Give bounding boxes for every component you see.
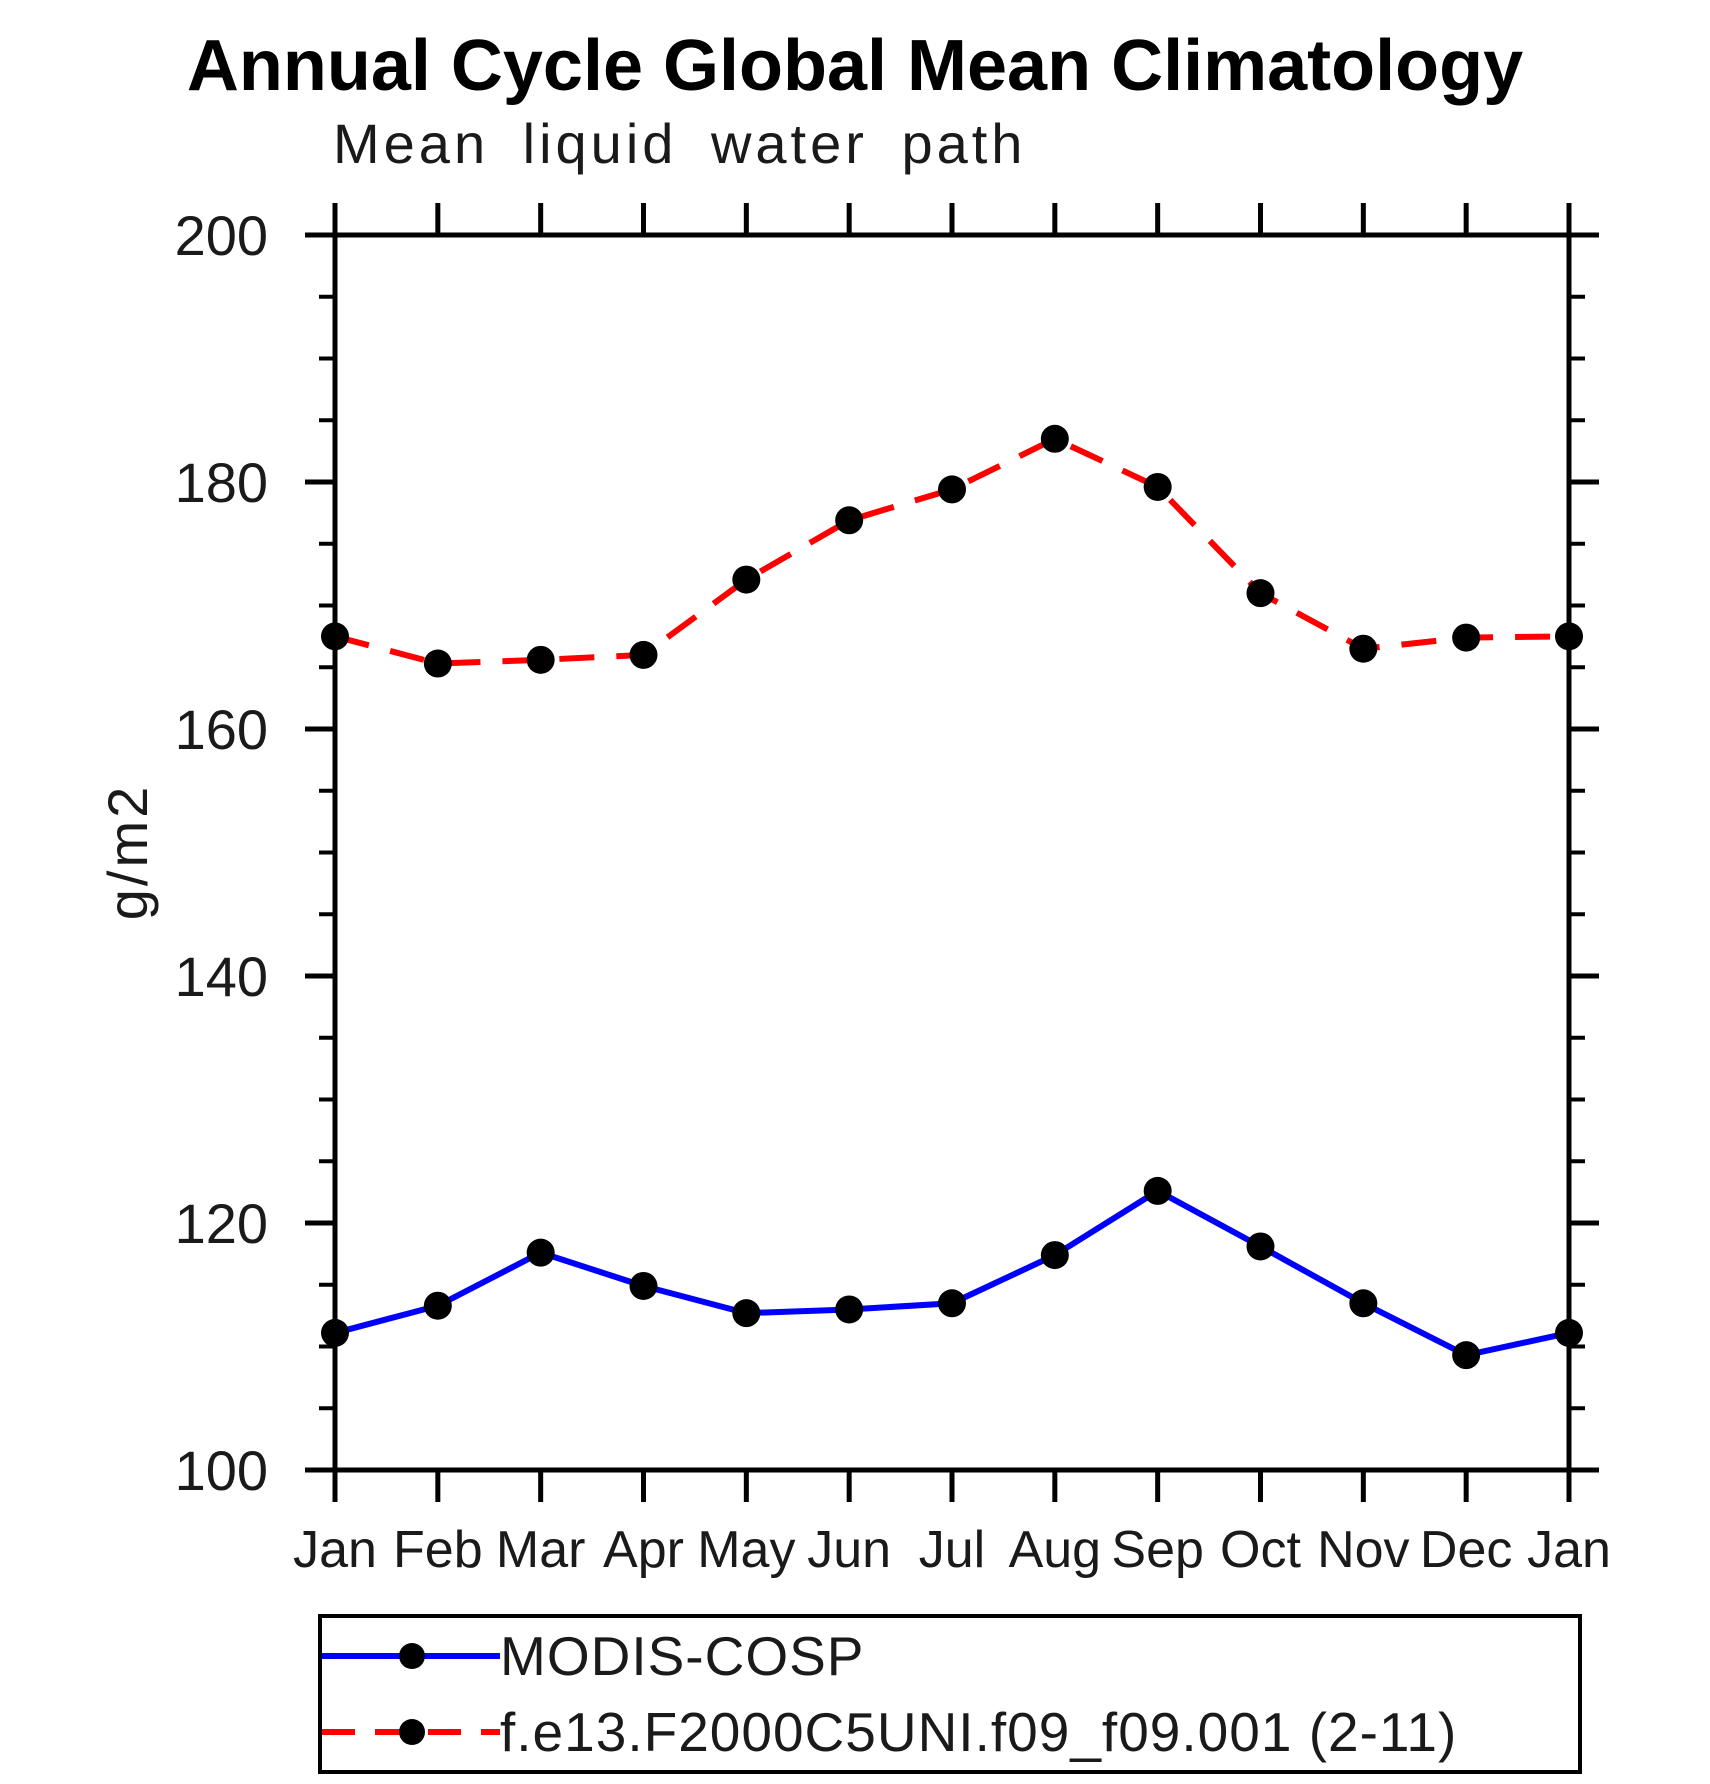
data-point-series-1 — [526, 645, 555, 674]
data-point-series-0 — [732, 1299, 761, 1328]
data-point-series-1 — [1246, 579, 1275, 608]
data-point-series-0 — [423, 1291, 452, 1320]
x-tick-label: Nov — [1317, 1521, 1409, 1579]
data-point-series-1 — [732, 565, 761, 594]
legend-marker — [399, 1719, 425, 1745]
y-tick-label: 180 — [175, 451, 268, 514]
legend-line-sample-solid — [322, 1643, 500, 1669]
legend-item-modis-cosp: MODIS-COSP — [322, 1618, 1578, 1694]
data-point-series-0 — [1040, 1241, 1069, 1270]
data-point-series-1 — [835, 506, 864, 535]
legend-item-model-run: f.e13.F2000C5UNI.f09_f09.001 (2-11) — [322, 1694, 1578, 1770]
y-tick-label: 100 — [175, 1439, 268, 1502]
legend-label: MODIS-COSP — [500, 1624, 865, 1687]
y-tick-label: 200 — [175, 204, 268, 267]
x-tick-label: Jul — [919, 1521, 985, 1579]
x-tick-label: Apr — [603, 1521, 684, 1579]
x-tick-label: Sep — [1111, 1521, 1204, 1579]
legend-box: MODIS-COSP f.e13.F2000C5UNI.f09_f09.001 … — [318, 1614, 1582, 1774]
data-point-series-1 — [1452, 623, 1481, 652]
series-line-1 — [334, 435, 1570, 667]
series-line-0 — [334, 1187, 1570, 1359]
x-tick-label: Dec — [1420, 1521, 1512, 1579]
x-tick-label: Feb — [393, 1521, 483, 1579]
data-point-series-1 — [1349, 634, 1378, 663]
data-point-series-0 — [1349, 1289, 1378, 1318]
data-point-series-1 — [938, 475, 966, 504]
data-point-series-1 — [321, 622, 349, 651]
data-point-series-0 — [1452, 1341, 1481, 1370]
legend-marker — [399, 1643, 425, 1669]
data-point-series-0 — [938, 1289, 966, 1318]
y-tick-label: 140 — [175, 945, 268, 1008]
x-tick-label: Oct — [1220, 1521, 1301, 1579]
data-point-series-0 — [526, 1238, 555, 1267]
data-point-series-0 — [835, 1295, 864, 1324]
data-point-series-0 — [321, 1318, 349, 1347]
data-point-series-1 — [1040, 424, 1069, 453]
chart-subtitle: Mean liquid water path — [333, 112, 1027, 175]
plot-frame — [332, 232, 1572, 1473]
x-tick-label: May — [697, 1521, 795, 1579]
data-point-series-1 — [629, 640, 658, 669]
legend-label: f.e13.F2000C5UNI.f09_f09.001 (2-11) — [500, 1700, 1458, 1763]
data-point-series-0 — [629, 1271, 658, 1300]
data-point-series-1 — [1143, 472, 1172, 501]
data-point-series-1 — [1555, 622, 1583, 651]
data-point-series-0 — [1555, 1318, 1583, 1347]
x-tick-label: Mar — [496, 1521, 586, 1579]
y-tick-label: 120 — [175, 1192, 268, 1255]
y-tick-label: 160 — [175, 698, 268, 761]
data-point-series-0 — [1246, 1232, 1275, 1261]
chart-title: Annual Cycle Global Mean Climatology — [186, 26, 1524, 106]
data-point-series-0 — [1143, 1176, 1172, 1205]
x-tick-label: Jan — [293, 1521, 377, 1579]
legend-line-sample-dashed — [322, 1719, 500, 1745]
data-point-series-1 — [423, 649, 452, 678]
x-tick-label: Jun — [807, 1521, 891, 1579]
x-tick-label: Jan — [1527, 1521, 1611, 1579]
x-tick-label: Aug — [1009, 1521, 1102, 1579]
